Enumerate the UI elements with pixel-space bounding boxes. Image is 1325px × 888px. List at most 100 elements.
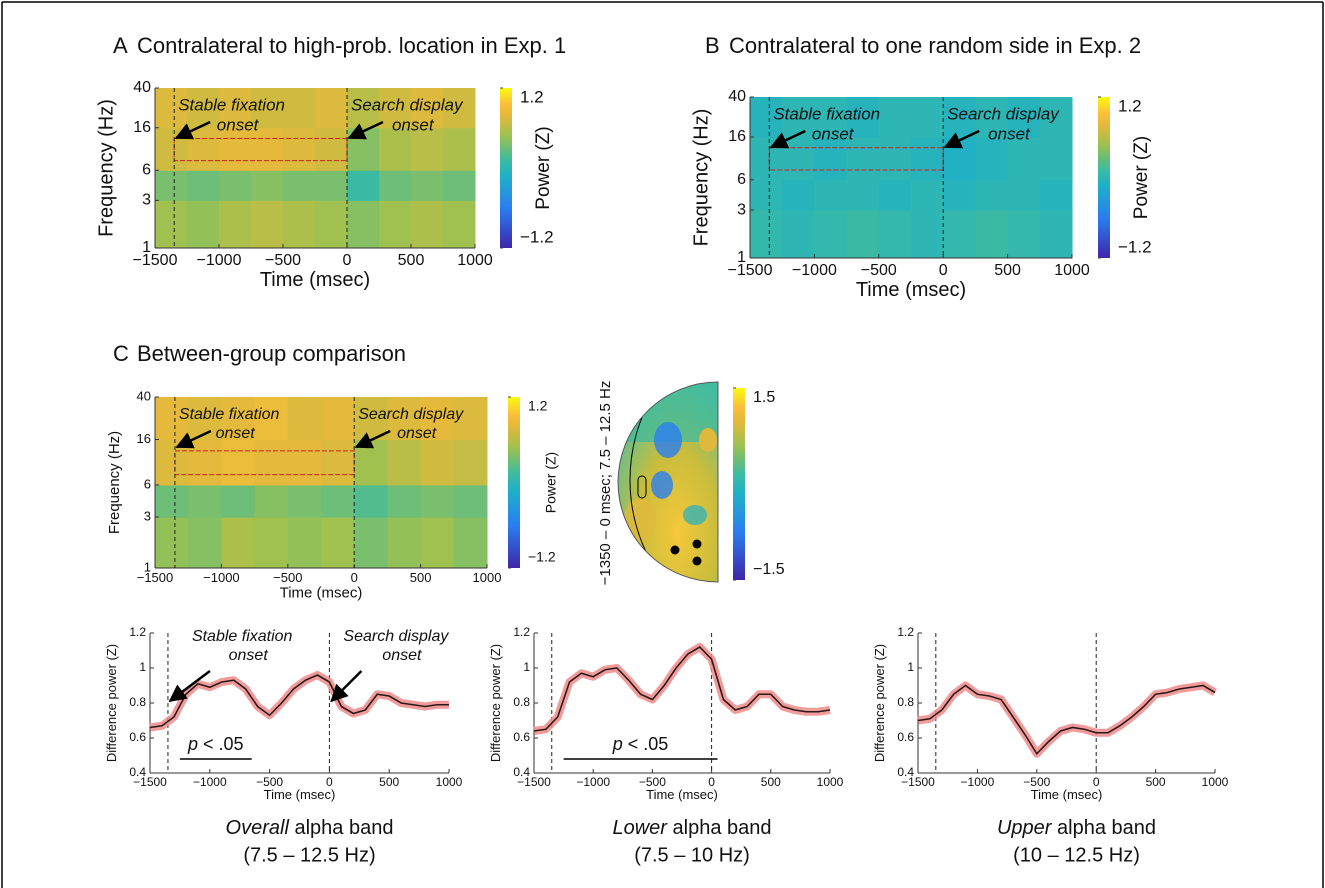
heatmap-cell [1039,179,1073,211]
x-tick-label: −1500 [133,775,167,789]
y-tick-label: 6 [142,162,151,179]
heatmap-cell [321,397,355,440]
y-tick-label: 3 [144,509,151,524]
error-band [917,681,1218,758]
heatmap-cell [155,88,188,129]
y-tick-label: 1 [144,559,151,574]
y-axis-label: Difference power (Z) [488,644,503,762]
x-tick-label: −1500 [728,262,773,279]
heatmap-cell [814,210,848,259]
heatmap-cell [420,517,455,569]
heatmap-cell [453,397,488,440]
heatmap-cell [321,517,355,569]
x-tick-label: −500 [861,262,897,279]
heatmap-cell [287,484,322,518]
heatmap-cell [347,88,380,129]
line [917,684,1216,756]
colorbar-label: −1.5 [753,561,785,578]
x-axis-label: Time (msec) [856,279,966,301]
heatmap-cell [911,97,944,138]
heatmap-cell [1007,210,1041,259]
y-tick-label: 16 [137,431,151,446]
x-tick-label: −1000 [961,775,995,789]
heatmap-cell [188,484,222,518]
y-tick-label: 40 [133,79,151,96]
x-tick-label: −1000 [197,252,242,269]
heatmap-cell [219,127,252,171]
x-tick-label: −500 [256,775,283,789]
caption-part: Lower [612,817,668,839]
heatmap-cell [782,136,815,181]
significance-label-part: < .05 [198,734,244,754]
x-tick-label: 500 [379,775,399,789]
annotation: onset [392,115,435,134]
x-tick-label: 1000 [1054,262,1090,279]
colorbar-label: 1.5 [753,389,775,406]
y-tick-label: 1.2 [897,625,914,639]
topomap-label: −1350 – 0 msec; 7.5 – 12.5 Hz [597,381,614,586]
heatmap-cell [187,200,220,249]
y-axis-label: Difference power (Z) [872,644,887,762]
heatmap-cell [254,484,289,518]
heatmap-cell [315,127,348,171]
heatmap-cell [387,439,422,486]
x-tick-label: 1000 [1202,775,1229,789]
heatmap-cell [846,97,880,138]
annotation: Search display [351,95,464,114]
heatmap-cell [379,200,412,249]
annotation: onset [988,124,1031,143]
annotation: onset [216,425,256,442]
heatmap-cell [387,517,422,569]
electrode [670,545,680,555]
x-tick-label: −1500 [133,252,178,269]
heatmap-cell [750,210,783,259]
heatmap-cell [283,127,316,171]
x-tick-label: 0 [326,775,333,789]
heatmap-cell [1007,136,1041,181]
caption-part: Overall [226,817,290,839]
x-tick-label: 500 [398,252,425,269]
topo-blob [651,471,673,499]
y-tick-label: 1.2 [129,625,146,639]
heatmap-cell [254,517,289,569]
y-tick-label: 0.8 [897,695,914,709]
heatmap-cell [251,127,284,171]
heatmap-cell [379,170,412,201]
electrode [692,539,702,549]
colorbar-label: 1.2 [1118,96,1142,115]
x-tick-label: 0 [343,252,352,269]
heatmap-cell [221,397,256,440]
topomap [617,381,719,583]
heatmap-cell [155,200,188,249]
x-tick-label: 1000 [473,570,502,585]
y-tick-label: 1.2 [513,625,530,639]
significance-label: p < .05 [187,734,244,754]
heatmap-cell [254,397,289,440]
x-axis-label: Time (msec) [1031,787,1103,802]
heatmap-cell [814,136,848,181]
heatmap-cell [188,439,222,486]
heatmap-cell [443,127,476,171]
y-tick-label: 0.4 [513,765,530,779]
heatmap-cell [453,517,488,569]
panel-letter: A [113,33,128,58]
y-tick-label: 6 [737,171,746,188]
x-tick-label: −1500 [901,775,935,789]
heatmap-cell [321,484,355,518]
y-tick-label: 1 [737,249,746,266]
annotation: onset [397,425,437,442]
heatmap-cell [283,200,316,249]
topo-blob [699,428,717,452]
colorbar [1098,97,1110,258]
y-tick-label: 0.4 [129,765,146,779]
annotation-arrow [168,670,211,703]
colorbar-label: 1.2 [528,398,548,414]
heatmap-cell [287,397,322,440]
annotation-arrow [354,429,391,449]
annotation: Stable fixation [179,406,280,423]
annotation: onset [812,124,855,143]
heatmap-cell [315,88,348,129]
heatmap-cell [943,136,976,181]
colorbar-label: −1.2 [528,549,556,565]
x-tick-label: 500 [410,570,432,585]
